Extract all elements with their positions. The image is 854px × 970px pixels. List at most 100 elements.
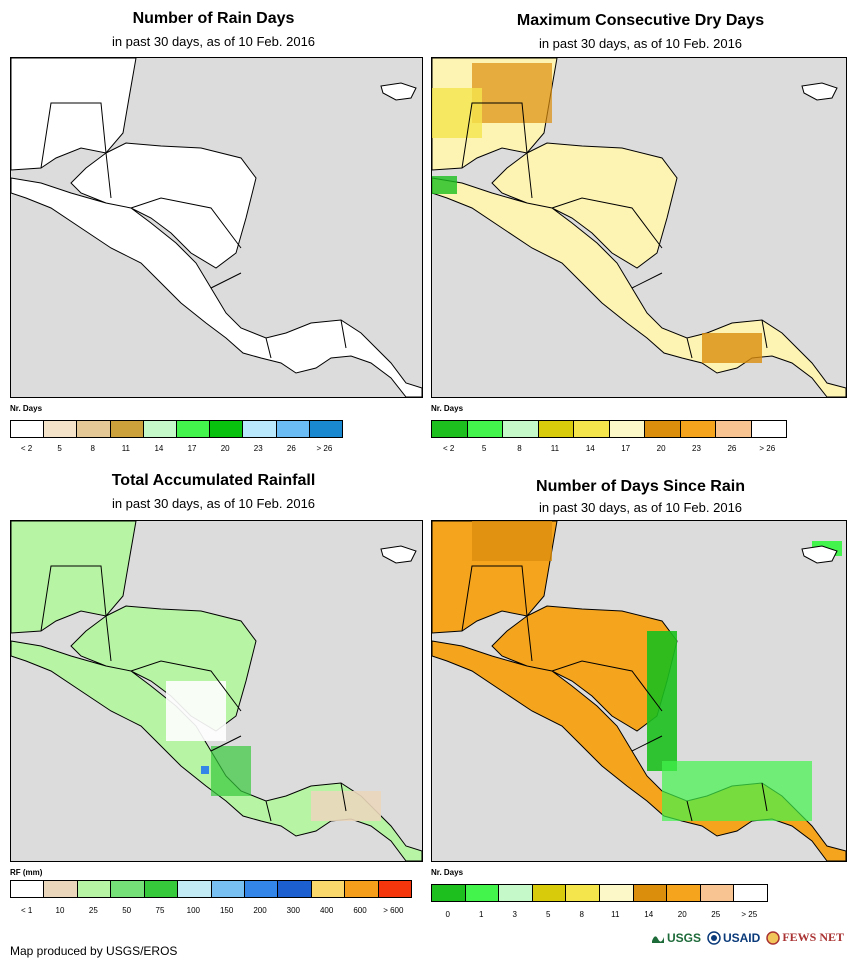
caribbean-island <box>380 545 417 564</box>
legend-swatch <box>244 881 279 897</box>
legend-swatch <box>751 421 786 437</box>
legend-swatch <box>44 421 78 437</box>
legend-label: 11 <box>611 910 620 919</box>
legend-label: 25 <box>88 906 98 915</box>
legend-label: 11 <box>121 444 130 453</box>
legend-label: 600 <box>353 906 367 915</box>
legend-swatch <box>77 881 112 897</box>
legend-title: RF (mm) <box>10 868 43 877</box>
legend-colorbar <box>10 420 343 438</box>
legend-label: < 2 <box>443 444 455 453</box>
legend-label: 17 <box>187 444 197 453</box>
legend-label: < 1 <box>20 906 33 915</box>
legend-label: > 26 <box>316 444 333 453</box>
wet-zone <box>432 176 457 194</box>
legend-swatch <box>311 881 346 897</box>
legend-labels: < 2 5 8 11 14 17 20 23 26 > 26 <box>10 444 341 456</box>
wet-zone <box>647 631 677 771</box>
legend-swatch <box>700 885 735 901</box>
legend-label: 5 <box>481 444 487 453</box>
legend-swatch <box>44 881 78 897</box>
map-max-dry-days <box>431 57 847 398</box>
land-mass <box>11 58 422 397</box>
land-mass <box>432 58 846 397</box>
dry-zone <box>166 681 226 741</box>
panel-max-dry-days: Maximum Consecutive Dry Days in past 30 … <box>427 0 854 460</box>
legend-label: 150 <box>219 906 234 915</box>
legend-label: > 26 <box>759 444 776 453</box>
legend-swatch <box>77 421 111 437</box>
very-wet-zone <box>201 766 209 774</box>
legend-label: 20 <box>677 910 687 919</box>
legend-swatch <box>667 885 701 901</box>
legend-title: Nr. Days <box>431 868 464 877</box>
legend-swatch <box>734 885 767 901</box>
legend-swatch <box>574 421 610 437</box>
legend-label: 8 <box>579 910 584 919</box>
legend-label: 400 <box>319 906 334 915</box>
dry-zone <box>472 63 552 123</box>
country-borders <box>40 102 347 359</box>
legend-swatch <box>143 421 178 437</box>
legend-label: 200 <box>253 906 267 915</box>
legend-label: 300 <box>286 906 301 915</box>
legend-labels: < 1 10 25 50 75 100 150 200 300 400 600 > 600 <box>10 906 410 918</box>
legend-swatch <box>432 885 466 901</box>
dry-zone <box>432 88 482 138</box>
legend-swatch <box>378 881 412 897</box>
legend-label: 25 <box>711 910 721 919</box>
legend-colorbar <box>10 880 412 898</box>
legend-label: 1 <box>479 910 484 919</box>
legend-label: 5 <box>57 444 62 453</box>
land-mass <box>432 521 846 861</box>
legend-label: 17 <box>621 444 631 453</box>
legend-swatch <box>211 881 245 897</box>
panel-title: Total Accumulated Rainfall <box>111 472 316 489</box>
legend-swatch <box>11 421 45 437</box>
panel-total-rainfall: Total Accumulated Rainfall in past 30 da… <box>0 464 427 924</box>
panel-subtitle: in past 30 days, as of 10 Feb. 2016 <box>538 36 743 51</box>
legend-swatch <box>178 881 212 897</box>
legend-swatch <box>633 885 668 901</box>
legend-label: 0 <box>445 910 450 919</box>
legend-swatch <box>144 881 179 897</box>
map-svg <box>432 521 846 861</box>
map-svg <box>11 521 422 861</box>
legend-labels: 0 1 3 5 8 11 14 20 25 > 25 <box>431 910 766 922</box>
usgs-logo-text: USGS <box>666 930 701 945</box>
map-svg <box>432 58 846 397</box>
usaid-logo: USAID <box>707 931 760 945</box>
legend-label: 14 <box>585 444 595 453</box>
legend-label: 20 <box>656 444 666 453</box>
legend-swatch <box>177 421 211 437</box>
legend-label: 5 <box>546 910 551 919</box>
panel-title: Number of Rain Days <box>132 10 295 27</box>
legend-label: 10 <box>55 906 65 915</box>
legend-swatch <box>566 885 600 901</box>
legend-title: Nr. Days <box>431 404 464 413</box>
map-svg <box>11 58 422 397</box>
usaid-icon <box>707 930 721 945</box>
legend-label: 3 <box>512 910 517 919</box>
map-days-since-rain <box>431 520 847 862</box>
legend-label: 75 <box>155 906 165 915</box>
legend-colorbar <box>431 420 787 438</box>
legend-label: 8 <box>90 444 95 453</box>
legend-label: 100 <box>186 906 201 915</box>
usgs-icon <box>651 935 664 943</box>
country-borders <box>461 102 768 359</box>
legend-label: 50 <box>122 906 132 915</box>
usaid-logo-text: USAID <box>722 930 761 945</box>
legend-label: 20 <box>220 444 230 453</box>
legend-swatch <box>499 885 533 901</box>
legend-label: < 2 <box>20 444 33 453</box>
legend-label: > 25 <box>741 910 758 919</box>
legend-swatch <box>716 421 752 437</box>
legend-swatch <box>467 421 503 437</box>
caribbean-island <box>801 545 838 564</box>
fewsnet-logo: FEWS NET <box>766 930 844 945</box>
panel-title: Maximum Consecutive Dry Days <box>516 12 765 29</box>
legend-swatch <box>11 881 45 897</box>
legend-label: > 600 <box>383 906 404 915</box>
panel-subtitle: in past 30 days, as of 10 Feb. 2016 <box>111 496 316 511</box>
